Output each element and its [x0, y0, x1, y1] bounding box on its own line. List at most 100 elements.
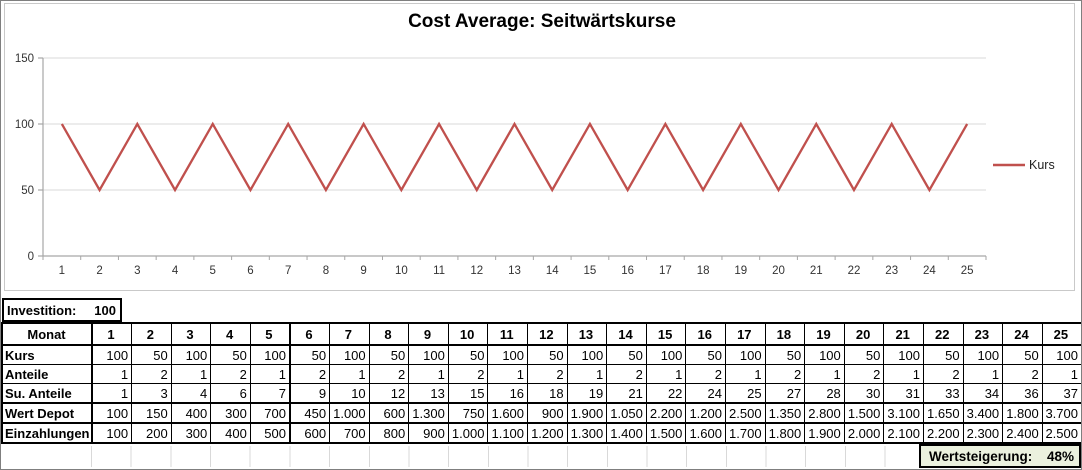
table-cell[interactable]: 1 [249, 364, 291, 384]
table-cell[interactable]: 2.500 [725, 402, 766, 424]
table-cell[interactable]: 50 [606, 344, 647, 365]
table-cell[interactable]: 16 [487, 383, 529, 404]
table-cell[interactable]: 1 [962, 364, 1004, 384]
table-cell[interactable]: 50 [447, 344, 489, 365]
row-label[interactable]: Kurs [1, 344, 93, 365]
table-cell[interactable]: 2.100 [883, 422, 924, 444]
table-cell[interactable]: 18 [527, 383, 568, 404]
table-cell[interactable]: 2 [606, 364, 647, 384]
table-cell[interactable]: 100 [487, 344, 529, 365]
table-cell[interactable]: 2 [764, 364, 806, 384]
table-cell[interactable]: 1 [804, 364, 845, 384]
month-header-cell[interactable]: 18 [764, 322, 806, 346]
table-cell[interactable]: 13 [408, 383, 449, 404]
table-cell[interactable]: 1.900 [566, 402, 608, 424]
month-header-cell[interactable]: 15 [645, 322, 687, 346]
month-header-cell[interactable]: 8 [368, 322, 410, 346]
table-cell[interactable]: 28 [804, 383, 845, 404]
table-cell[interactable]: 2 [843, 364, 885, 384]
table-cell[interactable]: 1 [645, 364, 687, 384]
table-cell[interactable]: 2.800 [804, 402, 845, 424]
table-cell[interactable]: 1.700 [725, 422, 766, 444]
table-cell[interactable]: 1.100 [487, 422, 529, 444]
row-label[interactable]: Anteile [1, 364, 93, 384]
table-cell[interactable]: 600 [288, 422, 331, 444]
table-cell[interactable]: 2.300 [962, 422, 1004, 444]
wertsteigerung-box[interactable]: Wertsteigerung: 48% [919, 444, 1081, 468]
table-cell[interactable]: 700 [329, 422, 370, 444]
table-cell[interactable]: 1.300 [566, 422, 608, 444]
table-cell[interactable]: 2 [288, 364, 331, 384]
month-header-cell[interactable]: 22 [922, 322, 964, 346]
table-cell[interactable]: 3.100 [883, 402, 924, 424]
table-cell[interactable]: 50 [922, 344, 964, 365]
table-cell[interactable]: 1.800 [764, 422, 806, 444]
table-cell[interactable]: 3 [131, 383, 172, 404]
table-cell[interactable]: 800 [368, 422, 410, 444]
month-header-cell[interactable]: 10 [447, 322, 489, 346]
table-cell[interactable]: 1.300 [408, 402, 449, 424]
table-cell[interactable]: 2.200 [645, 402, 687, 424]
month-header-cell[interactable]: 19 [804, 322, 845, 346]
table-cell[interactable]: 450 [288, 402, 331, 424]
table-cell[interactable]: 100 [725, 344, 766, 365]
month-header-cell[interactable]: 20 [843, 322, 885, 346]
table-cell[interactable]: 2 [1002, 364, 1043, 384]
table-cell[interactable]: 2 [685, 364, 726, 384]
table-cell[interactable]: 24 [685, 383, 726, 404]
table-cell[interactable]: 10 [329, 383, 370, 404]
table-cell[interactable]: 1 [566, 364, 608, 384]
table-cell[interactable]: 27 [764, 383, 806, 404]
row-label[interactable]: Einzahlungen [1, 422, 93, 444]
table-cell[interactable]: 4 [170, 383, 212, 404]
table-cell[interactable]: 21 [606, 383, 647, 404]
month-header-cell[interactable]: 21 [883, 322, 924, 346]
table-cell[interactable]: 50 [843, 344, 885, 365]
table-cell[interactable]: 100 [645, 344, 687, 365]
table-cell[interactable]: 1.200 [685, 402, 726, 424]
table-cell[interactable]: 2 [368, 364, 410, 384]
table-cell[interactable]: 50 [288, 344, 331, 365]
month-header-cell[interactable]: 11 [487, 322, 529, 346]
table-cell[interactable]: 2 [131, 364, 172, 384]
table-cell[interactable]: 100 [170, 344, 212, 365]
table-cell[interactable]: 100 [91, 422, 133, 444]
table-cell[interactable]: 100 [566, 344, 608, 365]
table-cell[interactable]: 100 [804, 344, 845, 365]
table-cell[interactable]: 1.000 [447, 422, 489, 444]
table-cell[interactable]: 50 [131, 344, 172, 365]
table-cell[interactable]: 500 [249, 422, 291, 444]
table-cell[interactable]: 150 [131, 402, 172, 424]
table-cell[interactable]: 1.500 [645, 422, 687, 444]
table-cell[interactable]: 1 [329, 364, 370, 384]
table-cell[interactable]: 750 [447, 402, 489, 424]
table-cell[interactable]: 1 [408, 364, 449, 384]
table-cell[interactable]: 1 [487, 364, 529, 384]
month-header-cell[interactable]: 4 [210, 322, 251, 346]
month-header-cell[interactable]: 16 [685, 322, 726, 346]
month-header-cell[interactable]: 6 [288, 322, 331, 346]
table-cell[interactable]: 200 [131, 422, 172, 444]
table-cell[interactable]: 400 [210, 422, 251, 444]
table-cell[interactable]: 600 [368, 402, 410, 424]
table-cell[interactable]: 2 [447, 364, 489, 384]
row-label[interactable]: Su. Anteile [1, 383, 93, 404]
table-cell[interactable]: 100 [1041, 344, 1081, 365]
table-cell[interactable]: 12 [368, 383, 410, 404]
table-cell[interactable]: 9 [288, 383, 331, 404]
month-header-cell[interactable]: 9 [408, 322, 449, 346]
table-cell[interactable]: 1.050 [606, 402, 647, 424]
month-header-cell[interactable]: 1 [91, 322, 133, 346]
table-cell[interactable]: 33 [922, 383, 964, 404]
table-corner-label[interactable]: Monat [1, 322, 93, 346]
table-cell[interactable]: 1.200 [527, 422, 568, 444]
table-cell[interactable]: 1.600 [487, 402, 529, 424]
table-cell[interactable]: 50 [527, 344, 568, 365]
month-header-cell[interactable]: 2 [131, 322, 172, 346]
table-cell[interactable]: 900 [527, 402, 568, 424]
table-cell[interactable]: 300 [210, 402, 251, 424]
table-cell[interactable]: 1.000 [329, 402, 370, 424]
table-cell[interactable]: 50 [368, 344, 410, 365]
table-cell[interactable]: 15 [447, 383, 489, 404]
table-cell[interactable]: 1 [883, 364, 924, 384]
